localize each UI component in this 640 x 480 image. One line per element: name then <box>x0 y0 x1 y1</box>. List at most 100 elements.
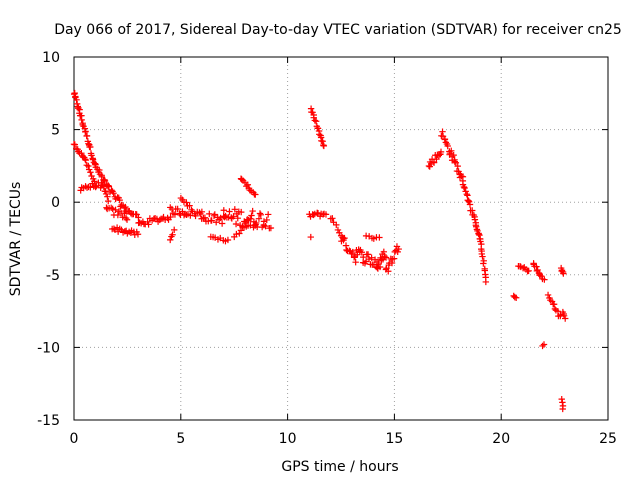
data-point <box>89 180 96 187</box>
data-point <box>466 201 474 208</box>
data-point <box>208 217 215 224</box>
x-tick-label: 25 <box>599 431 617 447</box>
data-point <box>380 248 388 256</box>
data-point <box>218 220 226 227</box>
data-point <box>85 162 92 170</box>
data-point <box>480 260 487 267</box>
data-point <box>364 251 372 258</box>
data-point <box>252 191 259 198</box>
data-point <box>96 166 103 174</box>
data-point <box>171 211 179 218</box>
y-tick-label: 5 <box>51 123 60 139</box>
data-point <box>375 260 382 268</box>
data-point <box>462 188 469 195</box>
data-point <box>121 210 128 217</box>
data-point <box>352 258 359 266</box>
x-tick-label: 0 <box>70 431 79 447</box>
data-point <box>537 272 545 280</box>
data-point <box>145 221 152 228</box>
data-point <box>441 135 449 143</box>
series-arc-3 <box>108 204 275 245</box>
data-point <box>174 205 181 213</box>
data-point <box>430 159 438 166</box>
data-point <box>156 216 163 224</box>
y-tick-label: -10 <box>37 340 60 356</box>
y-tick-label: -15 <box>37 413 60 429</box>
data-point <box>385 268 392 275</box>
data-point <box>512 294 520 301</box>
data-point <box>78 116 85 124</box>
grid-lines <box>74 57 608 420</box>
data-point <box>114 211 122 219</box>
data-point <box>238 208 245 216</box>
data-point <box>264 211 272 218</box>
data-point <box>262 222 269 230</box>
data-point <box>136 219 143 226</box>
data-point <box>82 183 89 190</box>
data-point <box>101 177 109 185</box>
data-point <box>343 246 350 254</box>
series-arc-1 <box>70 89 142 221</box>
data-point <box>87 169 94 176</box>
data-point <box>88 152 95 159</box>
data-point <box>71 89 78 97</box>
data-point <box>358 249 365 256</box>
data-point <box>310 114 317 121</box>
data-point <box>479 253 486 260</box>
data-point <box>247 215 254 222</box>
data-point <box>382 254 390 261</box>
data-point <box>167 213 174 221</box>
data-point <box>108 204 115 212</box>
data-point <box>395 245 402 253</box>
data-point <box>123 216 131 223</box>
data-point <box>562 315 569 322</box>
data-point <box>216 216 223 223</box>
data-point <box>135 214 142 221</box>
plot-frame <box>73 56 609 421</box>
data-point <box>333 221 340 229</box>
data-point <box>559 405 566 413</box>
data-point <box>248 212 255 219</box>
y-axis-label: SDTVAR / TECUs <box>8 182 24 297</box>
y-tick-label: -5 <box>46 268 60 284</box>
data-point <box>256 210 264 217</box>
data-point <box>238 176 245 183</box>
data-point <box>334 226 342 234</box>
data-point <box>360 253 367 261</box>
data-point <box>381 252 388 260</box>
data-point <box>112 206 119 214</box>
data-point <box>104 193 111 200</box>
data-point <box>310 211 317 219</box>
data-point <box>79 121 86 129</box>
data-point <box>376 234 383 241</box>
data-point <box>92 183 99 191</box>
data-point <box>110 189 117 197</box>
data-point <box>198 208 206 216</box>
data-point <box>307 233 314 241</box>
data-point <box>322 211 330 218</box>
data-point <box>329 215 336 222</box>
axis-ticks <box>73 56 609 421</box>
series-arc-4 <box>177 175 259 210</box>
data-point <box>244 216 251 223</box>
data-point <box>376 263 384 271</box>
data-point <box>212 219 220 226</box>
data-point <box>220 207 227 214</box>
data-point <box>394 248 401 256</box>
data-point <box>105 197 112 205</box>
tick-labels: 0 5 10 15 20 25 10 5 0 -5 -10 -15 <box>37 50 617 447</box>
data-point <box>134 231 142 238</box>
y-tick-label: 10 <box>42 50 60 66</box>
x-tick-label: 5 <box>176 431 185 447</box>
data-point <box>169 231 176 238</box>
y-tick-label: 0 <box>51 195 60 211</box>
data-point <box>82 128 89 135</box>
data-point <box>451 158 458 165</box>
series-arc-5 <box>306 105 347 244</box>
data-point <box>167 236 174 244</box>
data-point <box>560 270 567 277</box>
x-tick-label: 20 <box>492 431 510 447</box>
x-tick-label: 10 <box>279 431 297 447</box>
data-point <box>244 181 252 188</box>
